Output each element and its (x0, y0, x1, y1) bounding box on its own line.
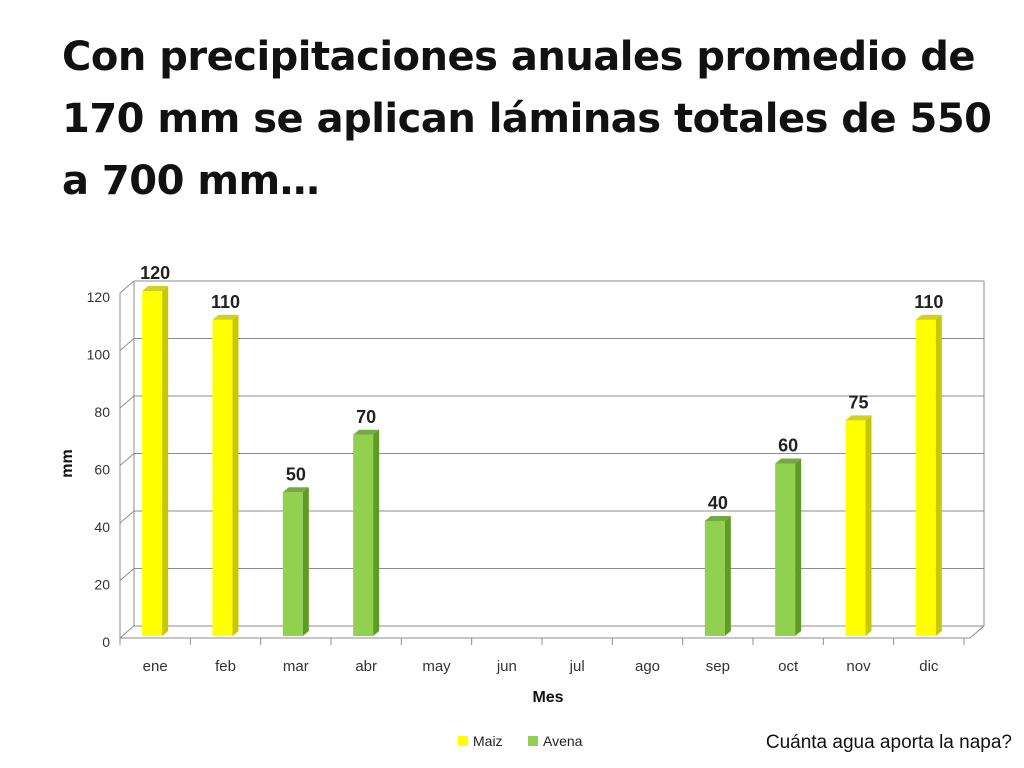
y-tick-label: 60 (94, 462, 110, 478)
bar-side (865, 415, 872, 636)
bar-avena-mar (282, 487, 309, 636)
bar-top (142, 286, 169, 291)
y-tick-label: 0 (102, 634, 110, 650)
bar-top (282, 487, 309, 493)
legend: Maiz Avena (458, 733, 583, 749)
x-tick-label: ago (635, 658, 660, 675)
bar-side (935, 314, 942, 636)
bar-front (212, 319, 233, 636)
bar-front (282, 492, 303, 636)
bar-front (845, 420, 866, 636)
gridline-depth (119, 568, 135, 581)
bar-front (704, 521, 725, 636)
data-labels: 120 110 75 110 50 70 40 60 (140, 263, 943, 513)
legend-swatch (458, 736, 468, 746)
bar-side (162, 286, 169, 636)
data-label: 110 (211, 292, 240, 312)
data-label: 50 (286, 464, 306, 484)
bars (142, 286, 942, 636)
y-tick-label: 40 (94, 519, 110, 535)
y-tick-label: 120 (87, 289, 111, 305)
x-tick-label: dic (919, 658, 939, 675)
x-axis-title: Mes (532, 689, 563, 706)
x-tick-label: ene (143, 658, 168, 675)
x-tick-label: nov (846, 658, 871, 675)
bar-top (353, 429, 380, 435)
bar-front (142, 291, 163, 636)
bar-avena-sep (704, 516, 731, 636)
gridline-depth (119, 625, 135, 639)
x-tick-label: feb (215, 658, 236, 675)
legend-label: Maiz (473, 733, 503, 749)
chart-floor (119, 281, 985, 645)
bar-side (373, 429, 380, 636)
bar-side (232, 314, 239, 636)
floor-edge (969, 625, 985, 639)
footnote-question: Cuánta agua aporta la napa? (765, 732, 1012, 753)
bar-maiz-feb (212, 314, 239, 636)
legend-item-maiz: Maiz (458, 733, 503, 749)
gridlines (119, 280, 984, 639)
data-label: 120 (140, 263, 170, 283)
bar-top (704, 516, 731, 521)
data-label: 70 (356, 407, 376, 427)
gridline-depth (119, 453, 135, 466)
y-tick-label: 100 (87, 347, 111, 363)
x-tick-label: abr (355, 658, 377, 675)
bar-avena-abr (353, 429, 380, 636)
bar-top (915, 314, 942, 320)
bar-side (795, 458, 802, 636)
legend-swatch (528, 736, 538, 746)
data-label: 110 (914, 292, 943, 312)
bar-front (915, 319, 936, 636)
x-tick-label: oct (778, 658, 799, 675)
bar-top (775, 458, 802, 464)
y-axis-ticks: 0 20 40 60 80 100 120 (87, 289, 111, 650)
x-tick-label: may (422, 658, 451, 675)
y-axis-title: mm (59, 449, 76, 477)
bar-maiz-dic (915, 314, 942, 636)
gridline-depth (119, 280, 135, 294)
legend-label: Avena (543, 733, 583, 749)
y-tick-label: 80 (94, 404, 110, 420)
gridline-depth (119, 338, 135, 351)
x-tick-label: jun (496, 658, 517, 675)
data-label: 75 (848, 392, 868, 412)
x-axis-categories: ene feb mar abr may jun jul ago sep oct nov dic (143, 658, 939, 675)
data-label: 40 (708, 493, 728, 513)
bar-top (212, 314, 239, 320)
slide-title: Con precipitaciones anuales promedio de … (62, 34, 992, 204)
bar-maiz-nov (845, 415, 872, 636)
x-tick-label: sep (706, 658, 730, 675)
bar-side (724, 516, 731, 636)
x-tick-label: mar (283, 658, 309, 675)
bar-front (353, 434, 374, 636)
gridline-depth (119, 510, 135, 524)
data-label: 60 (778, 436, 798, 456)
bar-maiz-ene (142, 286, 169, 636)
legend-item-avena: Avena (528, 733, 583, 749)
bar-top (845, 415, 872, 421)
bar-avena-oct (775, 458, 802, 636)
bar-side (302, 487, 309, 636)
bar-front (775, 463, 796, 636)
y-tick-label: 20 (94, 577, 110, 593)
x-tick-label: jul (569, 658, 585, 675)
gridline-depth (119, 395, 135, 409)
